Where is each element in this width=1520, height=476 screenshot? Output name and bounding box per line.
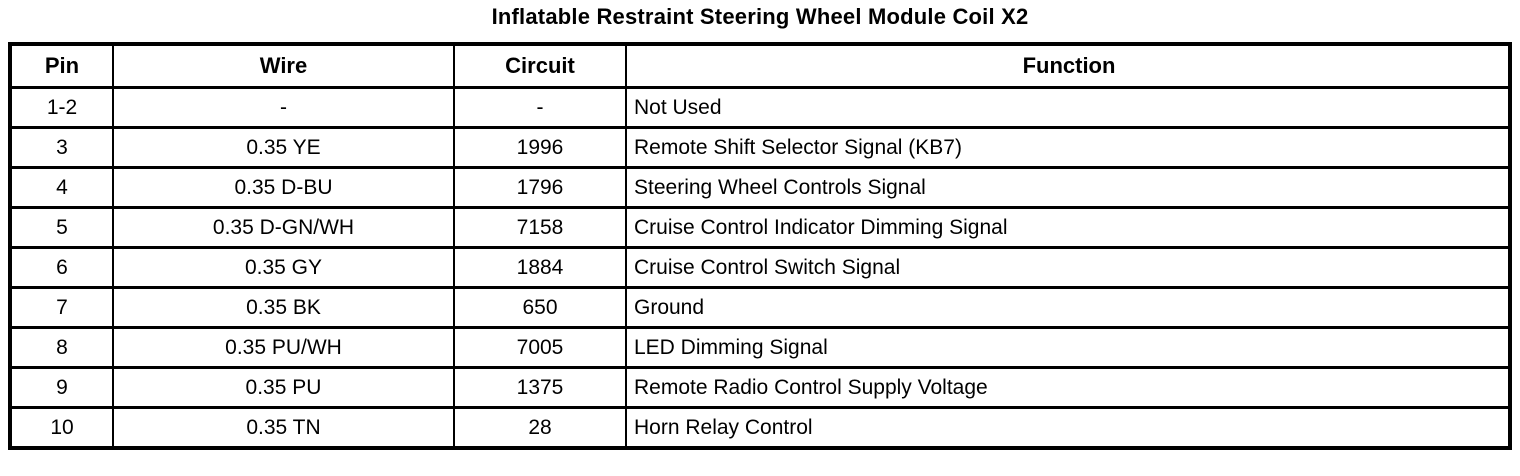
function-cell: Steering Wheel Controls Signal	[625, 166, 1511, 209]
table-header: Pin Wire Circuit Function	[9, 42, 1511, 89]
pin-cell: 7	[9, 286, 114, 329]
pin-cell: 9	[9, 366, 114, 409]
header-row: Pin Wire Circuit Function	[9, 42, 1511, 89]
function-cell: Remote Radio Control Supply Voltage	[625, 366, 1511, 409]
circuit-cell: 28	[453, 406, 627, 450]
wire-cell: 0.35 TN	[112, 406, 455, 450]
function-cell: Cruise Control Indicator Dimming Signal	[625, 206, 1511, 249]
table-row: 4 0.35 D-BU 1796 Steering Wheel Controls…	[9, 166, 1511, 209]
pinout-table: Pin Wire Circuit Function 1-2 - - Not Us…	[8, 42, 1512, 450]
wire-cell: 0.35 GY	[112, 246, 455, 289]
function-cell: Cruise Control Switch Signal	[625, 246, 1511, 289]
pin-cell: 6	[9, 246, 114, 289]
table-row: 5 0.35 D-GN/WH 7158 Cruise Control Indic…	[9, 206, 1511, 249]
column-header-wire: Wire	[112, 42, 455, 89]
table-row: 3 0.35 YE 1996 Remote Shift Selector Sig…	[9, 126, 1511, 169]
table-row: 6 0.35 GY 1884 Cruise Control Switch Sig…	[9, 246, 1511, 289]
table-row: 9 0.35 PU 1375 Remote Radio Control Supp…	[9, 366, 1511, 409]
pin-cell: 5	[9, 206, 114, 249]
pin-cell: 3	[9, 126, 114, 169]
wire-cell: 0.35 D-GN/WH	[112, 206, 455, 249]
pin-cell: 8	[9, 326, 114, 369]
table-row: 1-2 - - Not Used	[9, 86, 1511, 129]
pin-cell: 1-2	[9, 86, 114, 129]
circuit-cell: 7158	[453, 206, 627, 249]
circuit-cell: 1375	[453, 366, 627, 409]
pin-cell: 10	[9, 406, 114, 450]
wire-cell: 0.35 BK	[112, 286, 455, 329]
table-row: 10 0.35 TN 28 Horn Relay Control	[9, 406, 1511, 450]
circuit-cell: 7005	[453, 326, 627, 369]
circuit-cell: 1996	[453, 126, 627, 169]
circuit-cell: 1884	[453, 246, 627, 289]
circuit-cell: -	[453, 86, 627, 129]
circuit-cell: 1796	[453, 166, 627, 209]
pin-cell: 4	[9, 166, 114, 209]
table-body: 1-2 - - Not Used 3 0.35 YE 1996 Remote S…	[9, 86, 1511, 450]
wire-cell: 0.35 PU/WH	[112, 326, 455, 369]
circuit-cell: 650	[453, 286, 627, 329]
column-header-pin: Pin	[9, 42, 114, 89]
wire-cell: -	[112, 86, 455, 129]
function-cell: Remote Shift Selector Signal (KB7)	[625, 126, 1511, 169]
table-row: 7 0.35 BK 650 Ground	[9, 286, 1511, 329]
function-cell: Horn Relay Control	[625, 406, 1511, 450]
table-row: 8 0.35 PU/WH 7005 LED Dimming Signal	[9, 326, 1511, 369]
function-cell: LED Dimming Signal	[625, 326, 1511, 369]
function-cell: Ground	[625, 286, 1511, 329]
wire-cell: 0.35 PU	[112, 366, 455, 409]
wire-cell: 0.35 D-BU	[112, 166, 455, 209]
column-header-function: Function	[625, 42, 1511, 89]
page-title: Inflatable Restraint Steering Wheel Modu…	[491, 4, 1029, 29]
function-cell: Not Used	[625, 86, 1511, 129]
column-header-circuit: Circuit	[453, 42, 627, 89]
wire-cell: 0.35 YE	[112, 126, 455, 169]
